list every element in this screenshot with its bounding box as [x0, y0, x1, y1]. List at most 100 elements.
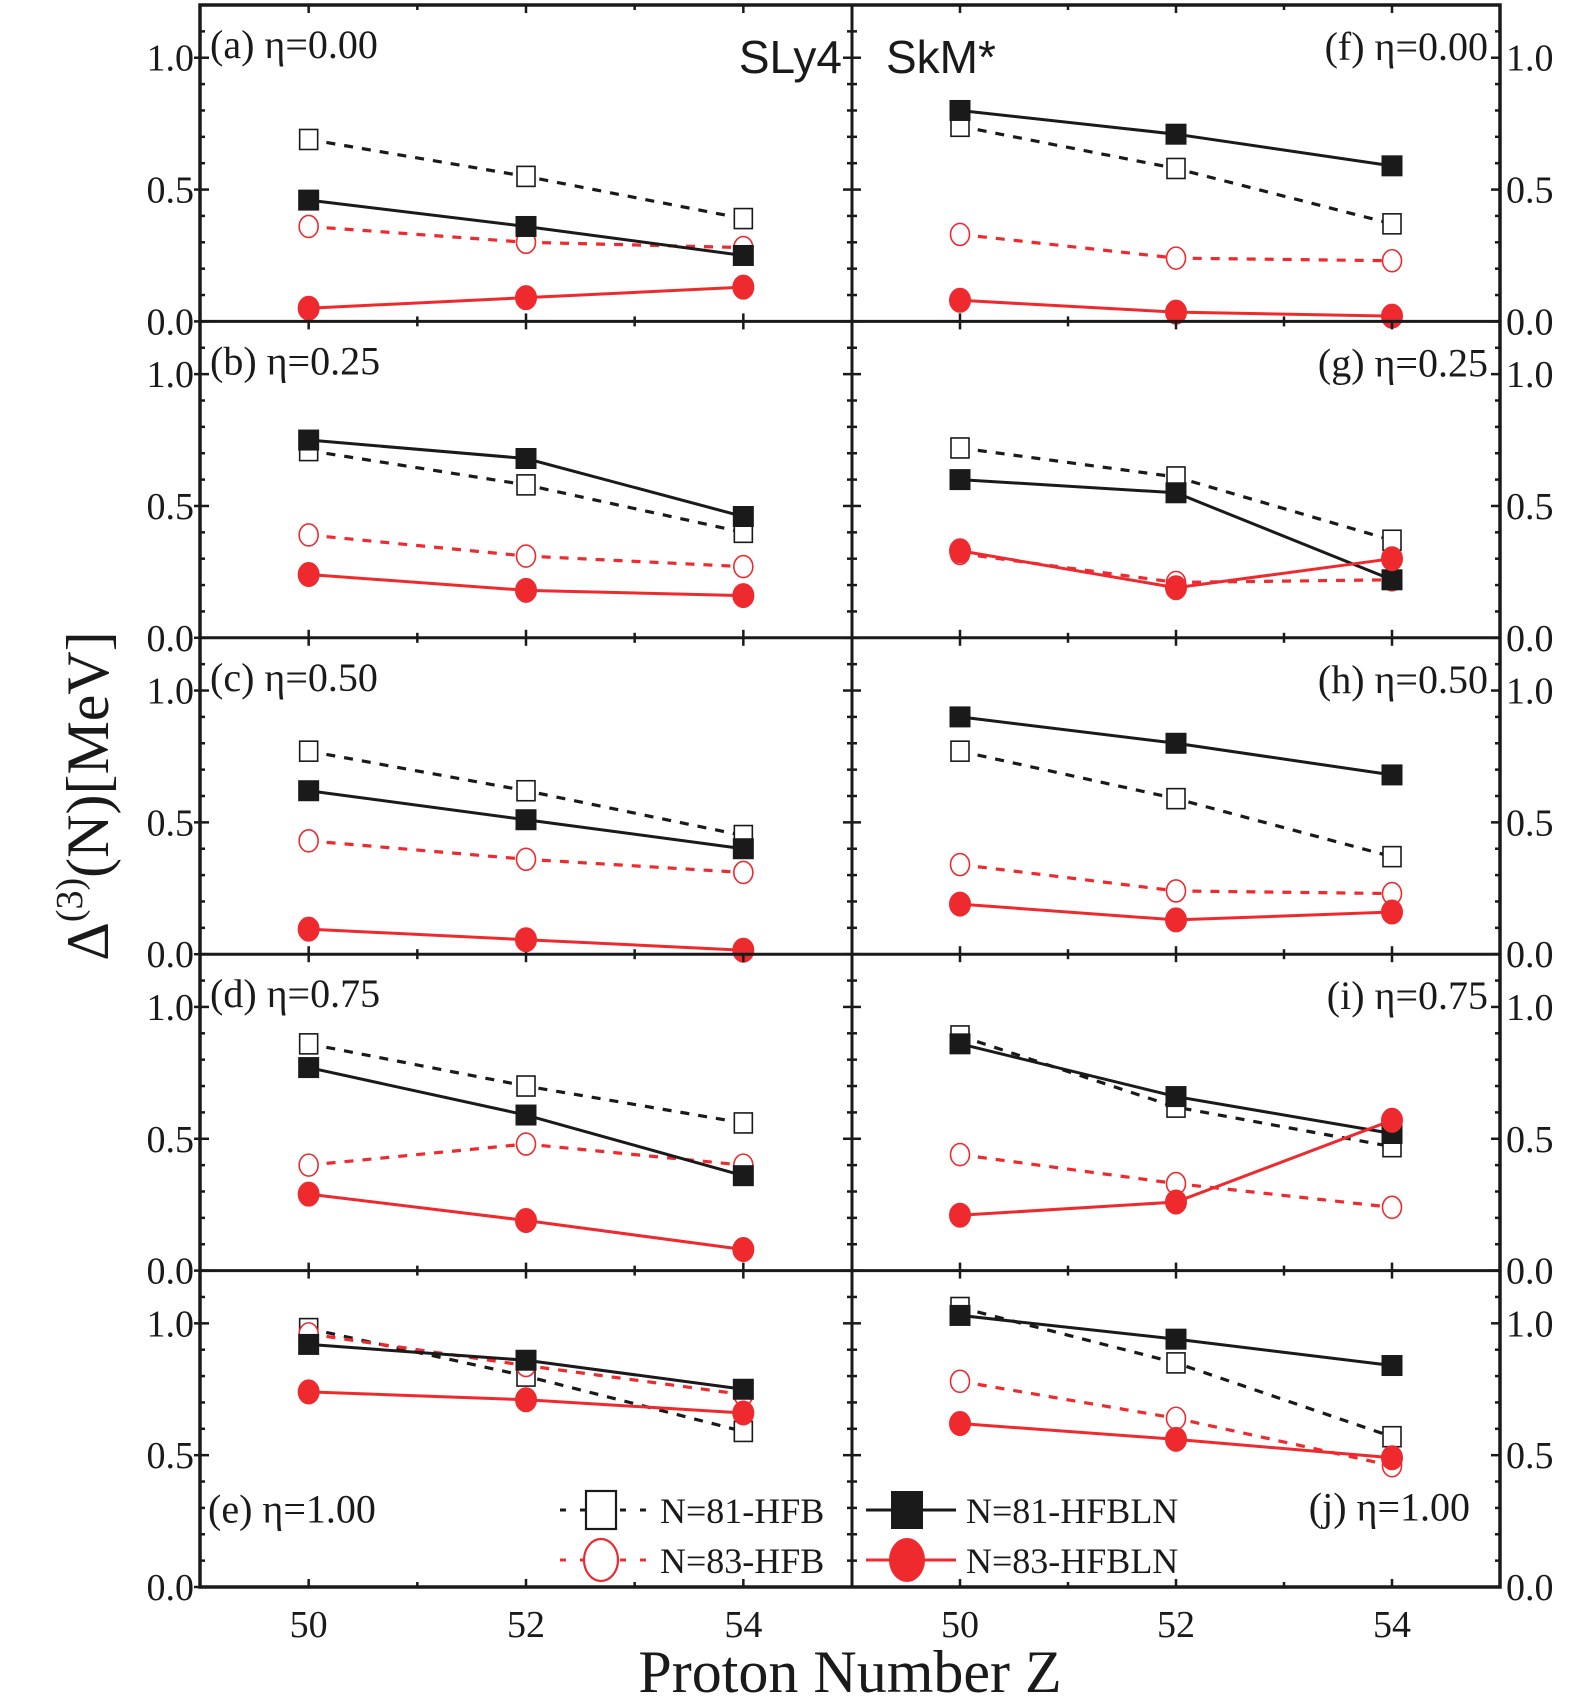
data-point-n81_hfb	[733, 207, 754, 230]
data-point-n83_hfb	[949, 222, 971, 247]
y-tick-label-left: 0.0	[147, 618, 195, 660]
data-point-n83_hfbln	[949, 891, 971, 917]
data-point-n81_hfbln	[949, 1304, 971, 1326]
data-point-n83_hfb	[515, 1132, 537, 1156]
data-point-n83_hfbln	[732, 1237, 755, 1263]
panel-h: (h) η=0.50	[852, 637, 1500, 956]
data-point-n81_hfb	[516, 474, 536, 496]
y-axis-title-superscript: (3)	[49, 878, 91, 922]
panel-label-g: (g) η=0.25	[1318, 340, 1488, 385]
y-tick-label-left: 0.5	[147, 1435, 195, 1477]
data-point-n83_hfb	[1381, 1195, 1403, 1220]
data-point-n83_hfbln	[1165, 575, 1187, 601]
y-tick-label-right: 0.5	[1506, 1119, 1554, 1161]
data-point-n81_hfbln	[298, 189, 320, 211]
panel-label-f: (f) η=0.00	[1325, 24, 1488, 69]
y-tick-label-left: 0.5	[147, 170, 195, 212]
data-point-n83_hfb	[1165, 879, 1187, 903]
plot-frame	[198, 3, 1502, 1589]
panel-e: (e) η=1.00	[194, 1270, 852, 1589]
data-point-n83_hfbln	[515, 1208, 537, 1234]
data-point-n81_hfb	[1166, 787, 1186, 810]
data-point-n81_hfbln	[732, 244, 754, 266]
data-point-n81_hfbln	[949, 469, 971, 491]
panel-c: (c) η=0.50	[194, 637, 852, 963]
y-tick-label-left: 0.5	[147, 802, 195, 844]
legend-marker	[582, 1537, 620, 1583]
y-tick-label-left: 0.0	[147, 934, 195, 976]
y-tick-label-right: 0.0	[1506, 934, 1554, 976]
data-point-n81_hfbln	[1165, 732, 1187, 754]
data-point-n83_hfbln	[732, 583, 755, 609]
model-label-sly4: SLy4	[739, 31, 842, 83]
legend-label: N=83-HFB	[660, 1541, 824, 1581]
data-point-n83_hfb	[949, 1142, 971, 1167]
panel-d: (d) η=0.75	[194, 954, 852, 1272]
panel-label-b: (b) η=0.25	[210, 338, 380, 383]
panel-a: (a) η=0.00	[194, 5, 852, 323]
y-tick-label-right: 0.0	[1506, 618, 1554, 660]
legend-label: N=83-HFBLN	[966, 1541, 1178, 1581]
data-point-n83_hfbln	[515, 577, 537, 603]
data-point-n83_hfbln	[515, 1387, 537, 1413]
x-tick-label: 52	[1157, 1604, 1195, 1646]
data-point-n83_hfbln	[515, 285, 537, 311]
y-tick-label-left: 1.0	[147, 671, 195, 713]
data-point-n81_hfbln	[515, 1104, 537, 1126]
panel-g: (g) η=0.25	[852, 321, 1500, 640]
x-tick-label: 54	[1373, 1604, 1411, 1646]
data-point-n83_hfbln	[297, 916, 320, 942]
panel-label-d: (d) η=0.75	[210, 971, 380, 1016]
data-point-n81_hfbln	[732, 506, 754, 528]
data-point-n83_hfb	[733, 860, 754, 885]
y-tick-label-left: 1.0	[147, 38, 195, 80]
data-point-n81_hfbln	[298, 1057, 320, 1079]
data-point-n81_hfbln	[515, 809, 537, 831]
data-point-n83_hfbln	[1381, 1445, 1403, 1471]
legend-item-n83_hfbln: N=83-HFBLN	[866, 1538, 1178, 1582]
data-point-n81_hfb	[1382, 1425, 1402, 1448]
data-point-n81_hfbln	[298, 429, 320, 451]
data-point-n81_hfb	[298, 128, 319, 151]
data-point-n83_hfbln	[1381, 546, 1403, 572]
data-point-n83_hfbln	[297, 562, 320, 588]
panels-layer: (a) η=0.00 (b) η=0.25 (c) η=0.50 (d) η=0.75…	[147, 3, 1554, 1646]
data-point-n81_hfb	[1382, 213, 1402, 235]
data-point-n81_hfbln	[1381, 569, 1403, 591]
data-point-n83_hfb	[298, 523, 319, 547]
data-point-n81_hfb	[950, 437, 970, 459]
data-point-n83_hfbln	[1381, 1107, 1403, 1133]
data-point-n83_hfbln	[297, 1181, 320, 1207]
legend-marker	[891, 1491, 923, 1529]
data-point-n81_hfb	[298, 740, 319, 762]
data-point-n83_hfb	[949, 1369, 971, 1394]
x-tick-label: 52	[507, 1604, 545, 1646]
y-tick-label-right: 1.0	[1506, 38, 1554, 80]
x-axis-title: Proton Number Z	[638, 1639, 1061, 1705]
panel-label-e: (e) η=1.00	[208, 1487, 376, 1532]
panel-label-a: (a) η=0.00	[210, 22, 378, 67]
data-point-n83_hfb	[1165, 246, 1187, 270]
data-point-n81_hfbln	[1165, 482, 1187, 504]
y-axis-title-delta: Δ	[55, 922, 121, 961]
data-point-n81_hfbln	[949, 99, 971, 121]
data-point-n81_hfbln	[1165, 1086, 1187, 1108]
y-tick-label-left: 0.5	[147, 1119, 195, 1161]
data-point-n83_hfbln	[949, 538, 971, 564]
data-point-n81_hfb	[1166, 157, 1186, 180]
data-point-n81_hfb	[516, 165, 536, 188]
y-tick-label-right: 0.5	[1506, 486, 1554, 528]
data-point-n83_hfbln	[949, 287, 971, 313]
data-point-n81_hfbln	[298, 780, 320, 802]
labels-layer: SLy4 SkM* Proton Number Z Δ(3)(N)[MeV]	[49, 31, 1062, 1705]
y-tick-label-left: 0.5	[147, 486, 195, 528]
data-point-n83_hfb	[515, 847, 537, 872]
data-point-n83_hfb	[1381, 248, 1403, 273]
data-point-n83_hfb	[733, 554, 754, 579]
model-label-skm: SkM*	[886, 31, 996, 83]
data-point-n81_hfbln	[298, 1333, 320, 1355]
data-point-n83_hfbln	[297, 295, 320, 321]
data-point-n81_hfb	[298, 1033, 319, 1055]
panel-i: (i) η=0.75	[852, 954, 1500, 1272]
data-point-n83_hfb	[949, 852, 971, 877]
